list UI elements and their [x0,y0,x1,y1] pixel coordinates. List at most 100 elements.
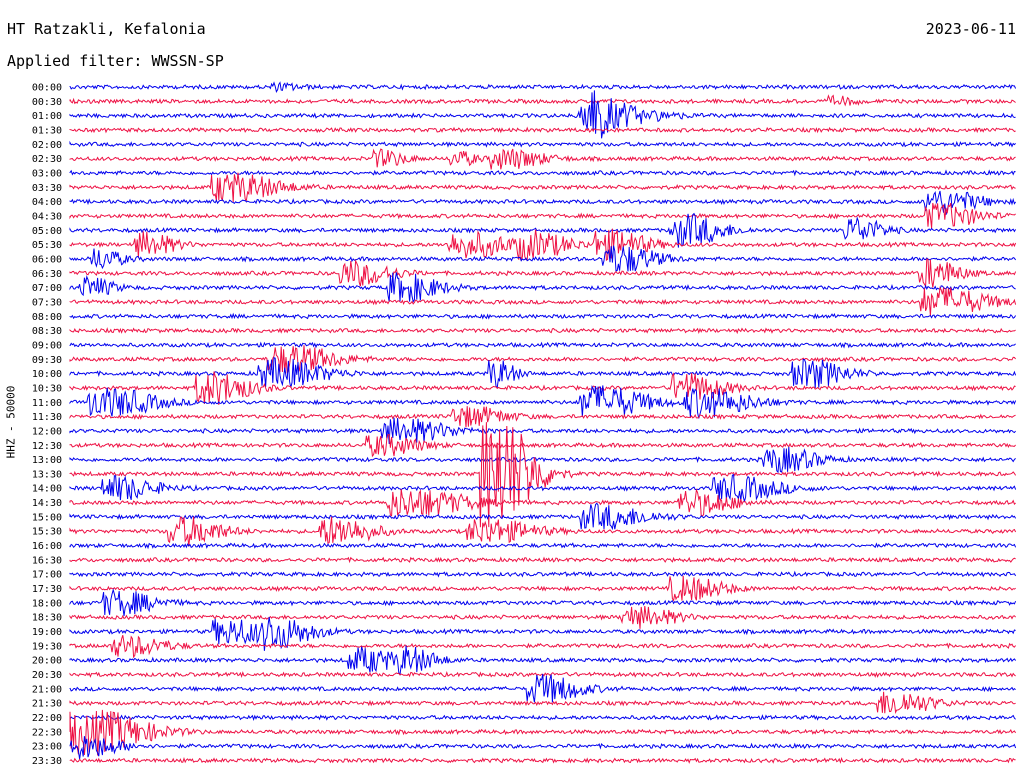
time-label: 15:30 [32,527,62,538]
time-label: 16:00 [32,541,62,552]
time-label: 08:00 [32,312,62,323]
time-label: 01:00 [32,111,62,122]
time-label: 20:00 [32,656,62,667]
trace-line [69,258,1017,288]
time-label: 09:00 [32,340,62,351]
trace-line [69,588,1017,616]
trace-line [69,385,1017,419]
time-label: 18:30 [32,613,62,624]
time-label: 22:30 [32,727,62,738]
time-label: 11:30 [32,412,62,423]
trace-line [69,422,1017,528]
trace-line [69,327,1016,335]
trace-line [69,228,1017,262]
trace-line [69,345,1016,374]
time-label: 03:30 [32,183,62,194]
time-label: 12:00 [32,426,62,437]
trace-line [69,670,1016,678]
trace-line [69,417,1016,445]
trace-line [69,312,1017,320]
filter-line: Applied filter: WWSSN-SP [7,52,224,70]
trace-line [69,357,1017,390]
time-label: 06:30 [32,269,62,280]
time-label: 06:00 [32,254,62,265]
trace-line [69,691,1016,714]
time-label: 05:00 [32,226,62,237]
trace-line [69,736,1017,760]
time-label: 09:30 [32,355,62,366]
trace-line [69,433,1016,458]
filter-name: WWSSN-SP [151,52,224,70]
time-label: 21:00 [32,684,62,695]
time-labels: 00:00 00:30 01:00 01:30 02:00 02:30 03:00 03:30… [32,83,62,768]
trace-line [69,341,1016,349]
trace-line [69,286,1017,316]
trace-line [69,371,1016,405]
time-label: 00:00 [32,83,62,94]
trace-line [69,245,1017,272]
time-label: 08:30 [32,326,62,337]
trace-line [69,542,1017,550]
trace-line [69,570,1017,578]
time-label: 23:00 [32,742,62,753]
time-label: 13:30 [32,469,62,480]
time-label: 15:00 [32,512,62,523]
trace-line [69,446,1016,474]
time-label: 12:30 [32,441,62,452]
trace-line [69,516,1017,547]
trace-line [69,616,1016,651]
trace-line [69,90,1016,139]
trace-line [69,148,1016,170]
time-label: 02:00 [32,140,62,151]
filter-prefix: Applied filter: [7,52,143,70]
trace-line [69,172,1016,203]
trace-line [69,473,1017,502]
trace-line [69,190,1017,215]
trace-line [69,502,1017,531]
time-label: 14:30 [32,498,62,509]
time-label: 14:00 [32,484,62,495]
trace-line [69,605,1016,629]
time-label: 00:30 [32,97,62,108]
trace-line [69,575,1016,602]
trace-line [69,556,1016,564]
trace-line [69,81,1017,93]
trace-line [69,169,1016,177]
trace-line [69,714,1016,722]
time-label: 07:30 [32,297,62,308]
trace-line [69,709,1017,756]
time-label: 21:30 [32,699,62,710]
time-label: 11:00 [32,398,62,409]
time-label: 02:30 [32,154,62,165]
trace-line [69,272,1016,303]
trace-line [69,488,1016,517]
trace-line [69,645,1017,676]
time-label: 17:00 [32,570,62,581]
time-label: 20:30 [32,670,62,681]
trace-line [69,94,1016,107]
time-label: 04:30 [32,211,62,222]
date-label: 2023-06-11 [925,20,1016,38]
trace-line [69,635,1016,659]
time-label: 04:00 [32,197,62,208]
time-label: 19:00 [32,627,62,638]
time-label: 16:30 [32,555,62,566]
trace-line [69,202,1016,229]
time-label: 10:30 [32,383,62,394]
traces [69,81,1017,764]
trace-line [69,212,1017,248]
time-label: 03:00 [32,168,62,179]
time-label: 23:30 [32,756,62,767]
trace-line [69,140,1016,148]
time-label: 22:00 [32,713,62,724]
time-label: 17:30 [32,584,62,595]
time-label: 18:00 [32,598,62,609]
time-label: 07:00 [32,283,62,294]
trace-line [69,757,1016,764]
time-label: 01:30 [32,125,62,136]
time-label: 10:00 [32,369,62,380]
trace-line [69,126,1016,134]
station-title: HT Ratzakli, Kefalonia [7,20,206,38]
time-label: 13:00 [32,455,62,466]
